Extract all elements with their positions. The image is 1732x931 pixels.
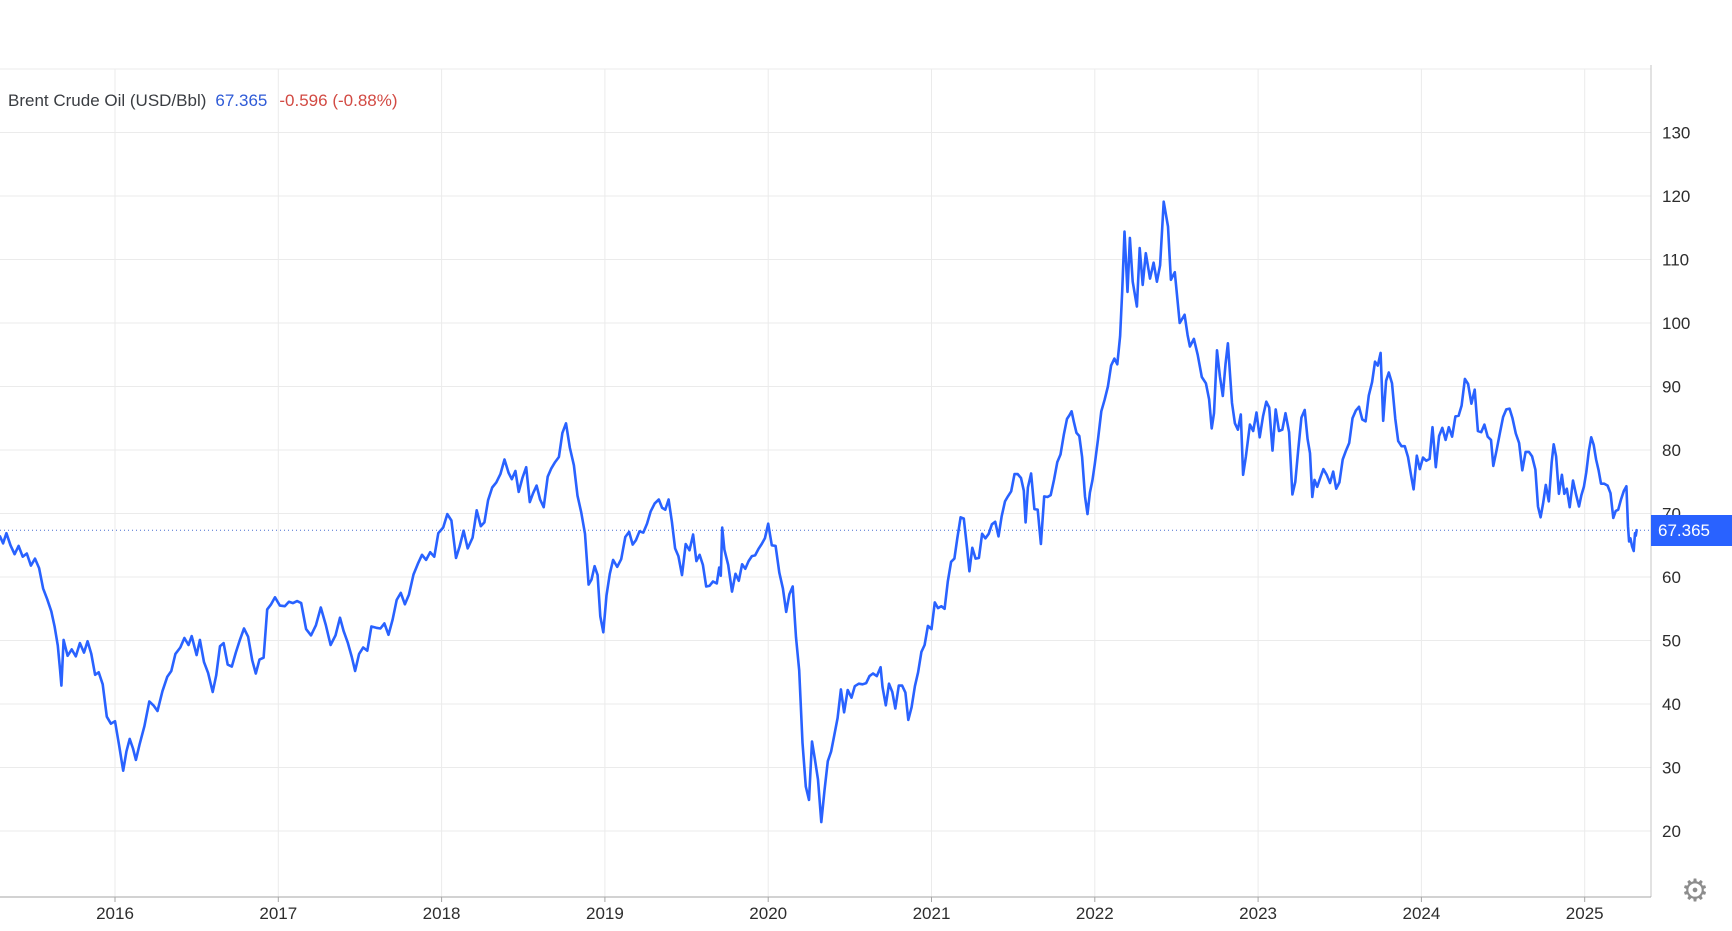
y-axis-label[interactable]: 30 (1662, 759, 1681, 778)
y-axis-label[interactable]: 100 (1662, 314, 1690, 333)
x-axis-label[interactable]: 2019 (586, 904, 624, 923)
y-axis-label[interactable]: 90 (1662, 378, 1681, 397)
x-axis-label[interactable]: 2022 (1076, 904, 1114, 923)
x-axis-label[interactable]: 2016 (96, 904, 134, 923)
instrument-title: Brent Crude Oil (USD/Bbl) (8, 91, 207, 110)
x-axis-label[interactable]: 2024 (1402, 904, 1440, 923)
last-value: 67.365 (215, 91, 268, 110)
price-line-series[interactable] (0, 200, 1638, 824)
x-axis-label[interactable]: 2020 (749, 904, 787, 923)
y-axis-label[interactable]: 80 (1662, 441, 1681, 460)
y-axis-label[interactable]: 130 (1662, 124, 1690, 143)
current-price-badge: 67.365 (1651, 515, 1732, 546)
y-axis-label[interactable]: 110 (1662, 251, 1689, 270)
current-price-text: 67.365 (1658, 521, 1710, 540)
change-value: -0.596 (-0.88%) (279, 91, 398, 110)
x-axis-label[interactable]: 2025 (1566, 904, 1604, 923)
settings-gear-icon[interactable]: ⚙ (1681, 873, 1709, 908)
y-axis-label[interactable]: 50 (1662, 632, 1681, 651)
x-axis-label[interactable]: 2023 (1239, 904, 1277, 923)
chart-header: Brent Crude Oil (USD/Bbl) 67.365 -0.596 (-… (8, 90, 398, 112)
x-axis-label[interactable]: 2021 (913, 904, 951, 923)
x-axis-label[interactable]: 2017 (259, 904, 297, 923)
x-axis-label[interactable]: 2018 (423, 904, 461, 923)
y-axis-label[interactable]: 120 (1662, 187, 1690, 206)
y-axis-label[interactable]: 20 (1662, 822, 1681, 841)
y-axis-label[interactable]: 40 (1662, 695, 1681, 714)
y-axis-label[interactable]: 60 (1662, 568, 1681, 587)
